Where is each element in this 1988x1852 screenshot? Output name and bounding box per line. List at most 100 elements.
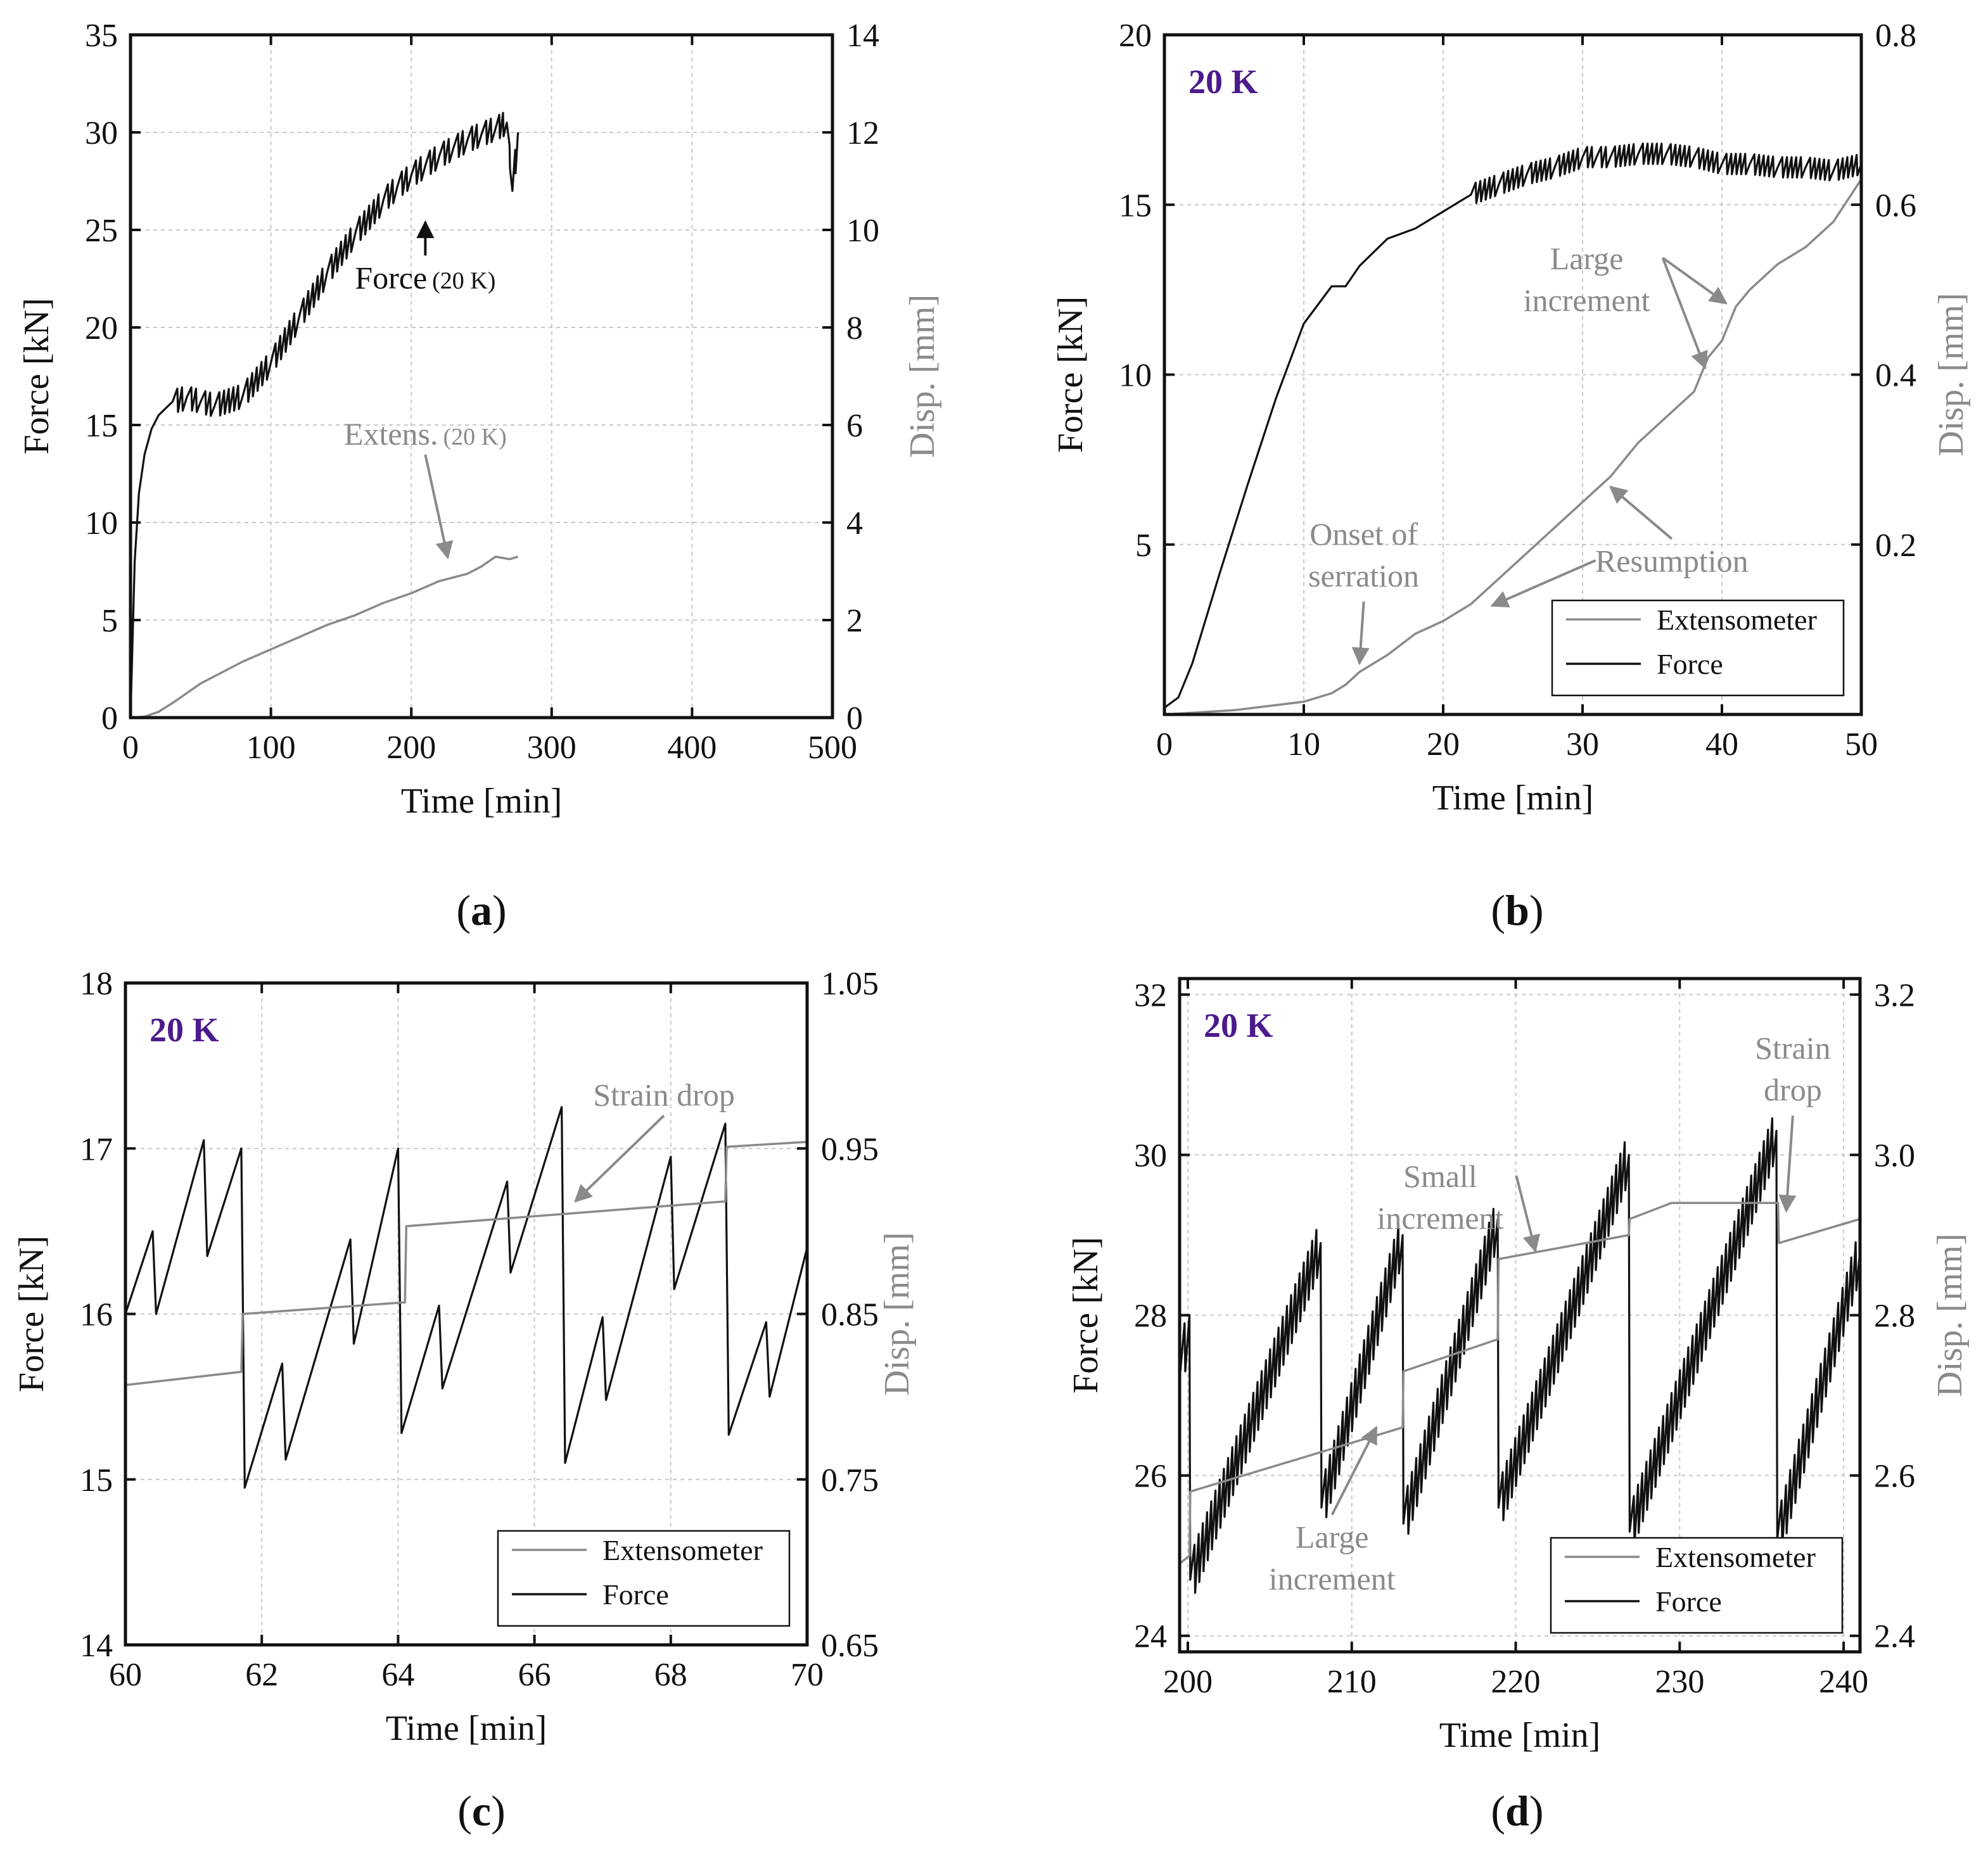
y-tick-label: 32 [1134,977,1167,1013]
annotation-text: Extens. (20 K) [344,416,507,452]
panel-sublabel-close: ) [1529,1787,1544,1835]
x-axis-label: Time [min] [1432,778,1594,818]
panel-sublabel-letter: b [1505,886,1529,934]
annotation: Large increment [1524,241,1728,370]
series-group [1164,143,1861,714]
y2-tick-label: 0.4 [1875,358,1916,394]
annotation: Strain drop [574,1077,735,1203]
series-line-force [125,1106,807,1489]
y2-tick-label: 0.65 [821,1628,879,1664]
series-line-force-20-k- [131,111,519,718]
x-axis-label: Time [min] [401,782,563,821]
x-tick-label: 0 [122,730,139,766]
y-tick-label: 14 [80,1628,113,1664]
x-tick-label: 400 [667,730,717,766]
legend-entry: Extensometer [1655,1541,1816,1573]
legend: Extensometer Force [1550,1537,1844,1634]
panel-sublabel-close: ) [1529,886,1544,934]
y2-tick-label: 8 [846,310,863,346]
x-tick-label: 60 [109,1657,142,1693]
y2-axis-label: Disp. [mm] [1930,1233,1970,1397]
panel-sublabel: (a) [456,886,506,934]
annotation-main: Force [355,260,427,295]
y2-tick-label: 3.0 [1874,1138,1915,1174]
x-tick-label: 62 [245,1657,278,1693]
y-tick-label: 10 [1119,358,1152,394]
annotation-text: Large [1550,241,1624,276]
y-tick-label: 30 [85,115,118,151]
x-tick-label: 200 [1163,1664,1213,1700]
annotation-text-line2: serration [1308,558,1419,593]
y2-tick-label: 2.6 [1874,1459,1915,1495]
panel-sublabel-open: ( [457,1787,472,1835]
annotation: Onset of serration [1308,516,1419,666]
annotation-main: Large [1550,241,1624,276]
y-tick-label: 26 [1134,1459,1167,1495]
x-tick-label: 100 [246,730,296,766]
y2-axis-label: Disp. [mm] [903,295,942,458]
annotation-main: Strain [1755,1031,1830,1066]
annotation-arrow [1778,1115,1797,1213]
y2-tick-label: 0.6 [1875,187,1916,224]
annotation-main: Resumption [1595,543,1749,579]
annotation-text: Onset of [1309,516,1418,552]
x-tick-label: 220 [1491,1664,1541,1700]
temperature-tag: 20 K [1204,1006,1273,1044]
annotation-arrow [1515,1175,1540,1253]
y2-tick-label: 0.85 [821,1297,879,1333]
y-tick-label: 25 [85,213,118,249]
y2-tick-label: 3.2 [1874,977,1915,1013]
annotation-text: Force (20 K) [355,260,495,295]
series-group [131,111,519,718]
y-tick-label: 0 [101,701,118,737]
panel-sublabel: (c) [457,1787,506,1835]
y2-tick-label: 0.95 [821,1131,879,1167]
annotation-arrow [1330,1426,1378,1516]
x-tick-label: 20 [1427,726,1460,763]
annotation-arrow [1351,601,1370,666]
y-axis-label: Force [kN] [17,298,56,454]
annotation-arrow [1490,559,1596,608]
x-axis-label: Time [min] [386,1709,547,1748]
annotation-text: Resumption [1595,543,1749,579]
x-tick-label: 30 [1566,726,1599,763]
annotation-arrow [1662,257,1728,305]
series-line-extensometer [125,1141,807,1386]
y-tick-label: 20 [1119,18,1152,54]
annotation-main: Extens. [344,416,438,452]
panel-sublabel-close: ) [491,1787,506,1835]
annotation-main: Large [1296,1519,1369,1554]
y2-tick-label: 2.8 [1874,1298,1915,1335]
panel-sublabel-letter: a [471,886,492,934]
annotation-main: Onset of [1309,516,1418,552]
panel-sublabel: (b) [1491,886,1543,934]
panel-b: 0 10 20 30 40 50 5 10 15 20 0.2 0.4 0.6 0.8 Time [min]… [1051,18,1971,934]
y2-tick-label: 0.75 [821,1462,879,1499]
x-tick-label: 300 [527,730,577,766]
panel-sublabel-open: ( [1491,1787,1505,1835]
annotation-text: Large [1296,1519,1369,1554]
x-tick-label: 10 [1287,726,1320,763]
annotation-text-line2: increment [1524,282,1650,318]
annotation: Resumption [1490,485,1749,608]
annotation-arrow [1609,485,1673,540]
y2-tick-label: 14 [846,18,879,54]
plot-frame [129,33,834,720]
y-tick-label: 18 [80,966,113,1002]
y-axis-label: Force [kN] [1066,1237,1106,1393]
panel-d: 200 210 220 230 240 24 26 28 30 32 2.4 2.6 2.8 3.0 3.2… [1066,977,1970,1835]
y2-tick-label: 0 [846,701,863,737]
annotation: Strain drop [1755,1031,1831,1213]
annotation-main: Strain drop [593,1077,735,1112]
y2-tick-label: 0.8 [1875,18,1916,54]
annotation-sub: (20 K) [432,267,495,294]
annotation-arrow [574,1114,665,1203]
annotation-text-line2: drop [1764,1072,1822,1108]
legend-box [1551,599,1845,697]
x-tick-label: 0 [1156,726,1173,763]
y2-tick-label: 2.4 [1874,1619,1915,1655]
annotation-main: Small [1403,1158,1477,1194]
x-tick-label: 68 [654,1657,687,1693]
x-tick-label: 70 [791,1657,824,1693]
